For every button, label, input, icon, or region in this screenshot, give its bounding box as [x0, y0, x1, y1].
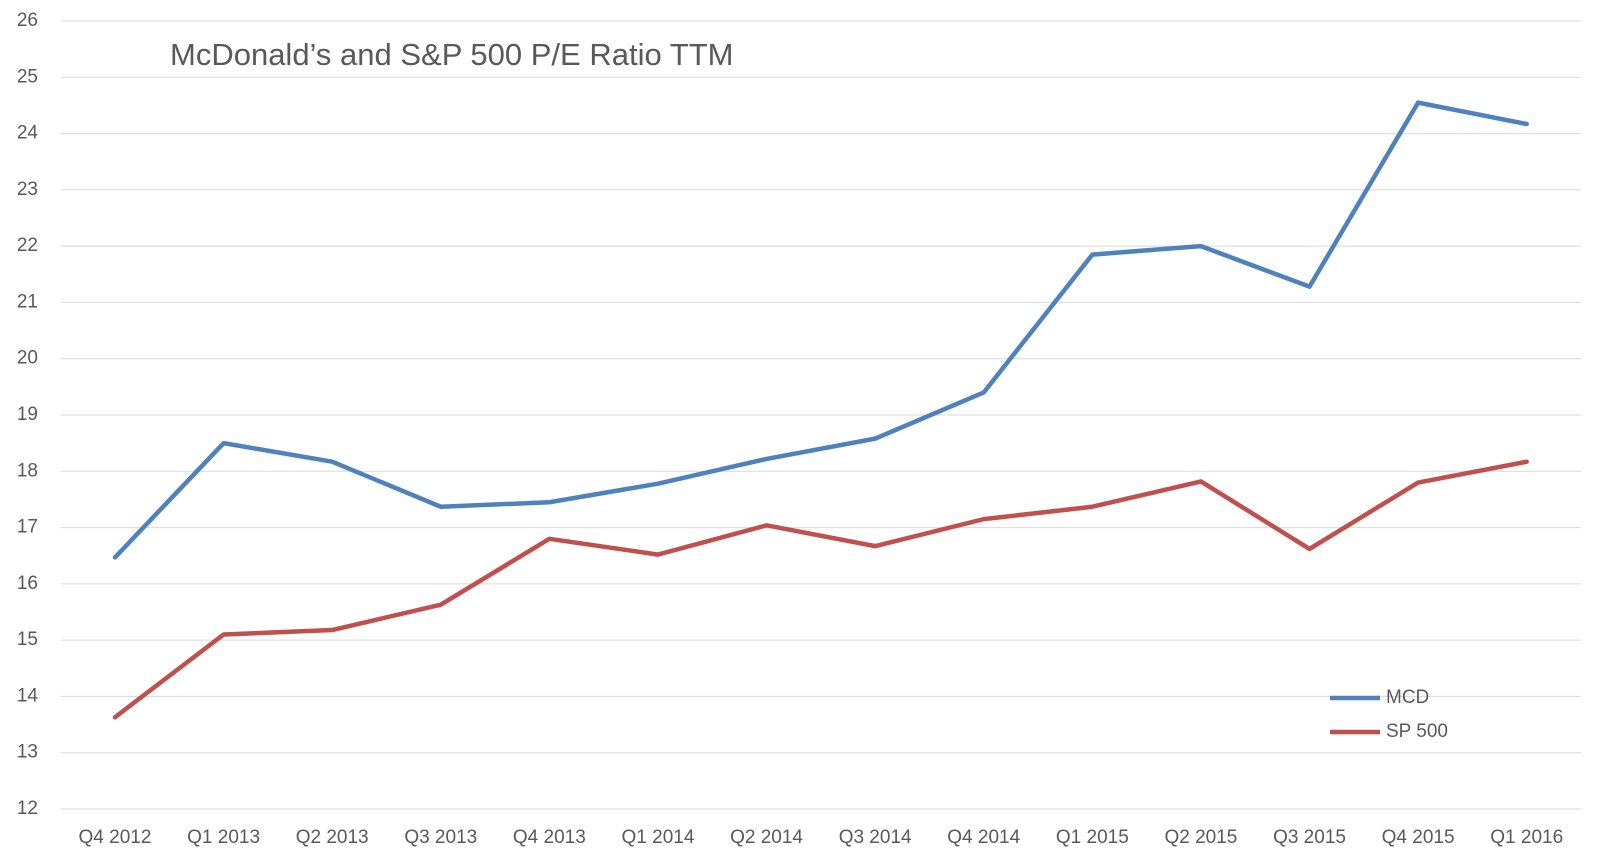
- y-tick-label: 22: [17, 235, 38, 256]
- y-tick-label: 24: [17, 123, 39, 144]
- y-tick-label: 14: [17, 685, 39, 706]
- x-tick-label: Q4 2015: [1382, 827, 1455, 848]
- x-tick-label: Q2 2013: [296, 827, 369, 848]
- x-tick-label: Q4 2014: [947, 827, 1020, 848]
- series-line: [112, 100, 1529, 560]
- x-tick-label: Q3 2014: [839, 827, 912, 848]
- y-tick-label: 17: [17, 517, 38, 538]
- y-tick-label: 12: [17, 798, 38, 819]
- x-tick-label: Q3 2015: [1273, 827, 1346, 848]
- x-tick-label: Q4 2012: [79, 827, 152, 848]
- legend-label: MCD: [1386, 687, 1429, 708]
- y-tick-label: 23: [17, 179, 38, 200]
- x-tick-label: Q1 2013: [187, 827, 260, 848]
- series-line: [112, 459, 1529, 720]
- x-tick-label: Q1 2015: [1056, 827, 1129, 848]
- x-tick-label: Q1 2014: [622, 827, 695, 848]
- y-tick-label: 18: [17, 460, 38, 481]
- x-tick-label: Q2 2014: [730, 827, 803, 848]
- x-tick-label: Q4 2013: [513, 827, 586, 848]
- y-tick-label: 16: [17, 573, 38, 594]
- chart-title: McDonald’s and S&P 500 P/E Ratio TTM: [170, 37, 733, 72]
- y-tick-label: 20: [17, 348, 38, 369]
- x-tick-label: Q3 2013: [404, 827, 477, 848]
- y-tick-label: 25: [17, 66, 38, 87]
- legend-label: SP 500: [1386, 721, 1448, 742]
- y-tick-label: 26: [17, 10, 38, 31]
- y-tick-label: 21: [17, 291, 38, 312]
- x-tick-label: Q1 2016: [1490, 827, 1563, 848]
- y-tick-label: 15: [17, 629, 38, 650]
- y-tick-label: 13: [17, 742, 38, 763]
- y-tick-label: 19: [17, 404, 38, 425]
- x-tick-label: Q2 2015: [1164, 827, 1237, 848]
